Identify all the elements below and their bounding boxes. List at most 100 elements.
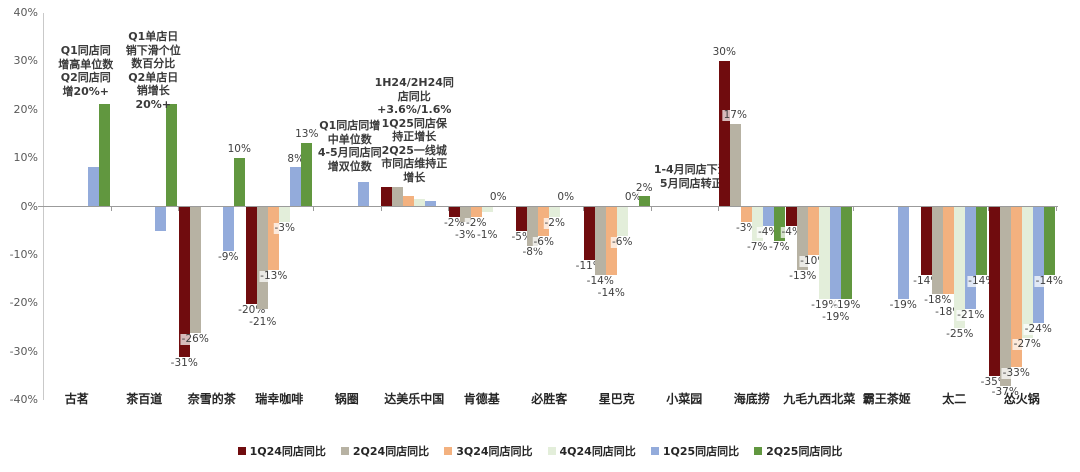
bar-1Q24同店同比-九毛九西北菜 [786,207,798,227]
legend-swatch [650,447,659,455]
bar-value-label: -4% [780,226,803,239]
bar-value-label: -18% [923,294,953,307]
bar-value-label: -14% [1034,274,1064,287]
bar-value-label: -14% [912,274,942,287]
category-label: 古茗 [64,392,89,406]
y-axis-tick-label: -40% [9,393,38,406]
bar-1Q24同店同比-瑞幸咖啡 [246,207,258,304]
y-axis-tick-label: 10% [13,151,38,165]
legend: 1Q24同店同比 2Q24同店同比 3Q24同店同比 4Q24同店同比 1Q25同店同比… [0,443,1080,459]
y-axis-tick-label: 0% [20,199,38,213]
bar-4Q24同店同比-太二 [954,207,966,328]
bar-value-label: 17% [722,109,748,122]
x-axis-group-tick [1055,207,1057,211]
bar-2Q25同店同比-瑞幸咖啡 [301,143,313,206]
legend-swatch [237,447,246,455]
x-axis-group-tick [583,207,584,211]
x-axis-zero-line [38,206,1058,207]
bar-value-label: -8% [521,245,544,258]
bar-value-label: -21% [956,308,986,321]
bar-1Q24同店同比-海底捞 [718,60,730,206]
category-label: 星巴克 [598,392,635,406]
bar-1Q24同店同比-怂火锅 [988,207,1000,377]
bar-value-label: -5% [510,231,533,244]
bar-value-label: -6% [532,236,555,248]
y-axis-tick-label: -10% [9,247,38,261]
category-label: 肯德基 [463,392,500,406]
bar-1Q25同店同比-霸王茶姬 [897,207,909,299]
x-axis-group-tick [178,207,179,211]
bar-value-label: -24% [1023,323,1053,336]
bar-value-label: 13% [294,128,320,141]
bar-value-label: 0% [488,191,508,204]
category-label: 九毛九西北菜 [783,392,856,406]
bar-4Q24同店同比-必胜客 [549,207,561,217]
category-label: 霸王茶姬 [862,392,911,406]
legend-item: 1Q24同店同比 [237,443,326,459]
legend-swatch [340,447,349,455]
x-axis-group-tick [853,207,854,211]
bar-2Q24同店同比-瑞幸咖啡 [257,207,269,309]
y-axis-tick-label: -20% [9,296,38,310]
category-label: 太二 [942,392,967,406]
legend-label: 3Q24同店同比 [456,445,533,458]
bar-value-label: -14% [596,286,626,299]
bar-value-label: -10% [799,255,829,268]
category-label: 必胜客 [531,392,568,406]
bar-3Q24同店同比-瑞幸咖啡 [268,207,280,270]
bar-4Q24同店同比-达美乐中国 [414,198,426,206]
bar-value-label: -19% [832,298,862,311]
bar-1Q24同店同比-星巴克 [583,207,595,261]
bar-value-label: 30% [711,46,737,59]
bar-value-label: -21% [248,315,278,328]
bar-4Q24同店同比-海底捞 [751,207,763,241]
bar-1Q24同店同比-必胜客 [516,207,528,232]
bar-1Q24同店同比-太二 [921,207,933,275]
bar-2Q24同店同比-肯德基 [459,207,471,222]
bar-4Q24同店同比-星巴克 [616,207,628,236]
legend-swatch [547,447,556,455]
bar-value-label: -2% [465,216,488,229]
annotation-茶百道: Q1单店日 销下滑个位 数百分比 Q2单店日 销增长 20%+ [125,30,181,111]
bar-value-label: -37% [990,385,1020,398]
bar-2Q25同店同比-怂火锅 [1043,207,1055,275]
y-axis-tick-label: -30% [9,344,38,358]
bar-value-label: -3% [454,228,477,241]
annotation-古茗: Q1同店同 增高单位数 Q2同店同 增20%+ [58,44,114,98]
bar-2Q24同店同比-海底捞 [729,123,741,206]
category-label: 瑞幸咖啡 [255,392,304,406]
bar-2Q25同店同比-奈雪的茶 [233,157,245,206]
x-axis-group-tick [245,207,247,211]
bar-value-label: -7% [746,240,769,253]
bar-value-label: -19% [821,310,851,323]
bar-value-label: -2% [543,216,566,229]
bar-value-label: 8% [286,152,306,165]
bar-value-label: -1% [476,228,499,241]
legend-label: 1Q25同店同比 [662,445,740,458]
bar-value-label: 2% [634,181,654,194]
bar-2Q25同店同比-海底捞 [773,207,785,241]
bar-1Q25同店同比-古茗 [87,167,99,206]
bar-value-label: -11% [574,260,604,273]
x-axis-group-tick [718,207,719,211]
bar-1Q25同店同比-达美乐中国 [425,201,437,206]
bar-value-label: -35% [979,376,1009,389]
bar-3Q24同店同比-怂火锅 [1010,207,1022,367]
category-label: 达美乐中国 [384,392,445,406]
bar-value-label: -3% [273,221,296,234]
bar-value-label: -33% [1001,366,1031,379]
bar-1Q25同店同比-奈雪的茶 [222,207,234,251]
y-axis-tick-label: 40% [13,6,38,19]
bar-value-label: -7% [768,240,791,253]
bar-1Q25同店同比-怂火锅 [1032,207,1044,324]
bar-2Q25同店同比-星巴克 [638,196,650,206]
bar-2Q25同店同比-太二 [976,207,988,275]
x-axis-group-tick [313,207,314,211]
bar-value-label: -18% [934,306,964,319]
bar-2Q25同店同比-茶百道 [166,104,178,206]
bar-2Q24同店同比-必胜客 [527,207,539,246]
bar-2Q24同店同比-太二 [932,207,944,295]
bar-2Q24同店同比-怂火锅 [999,207,1011,386]
bar-value-label: 0% [556,191,576,204]
legend-label: 2Q24同店同比 [352,445,430,458]
